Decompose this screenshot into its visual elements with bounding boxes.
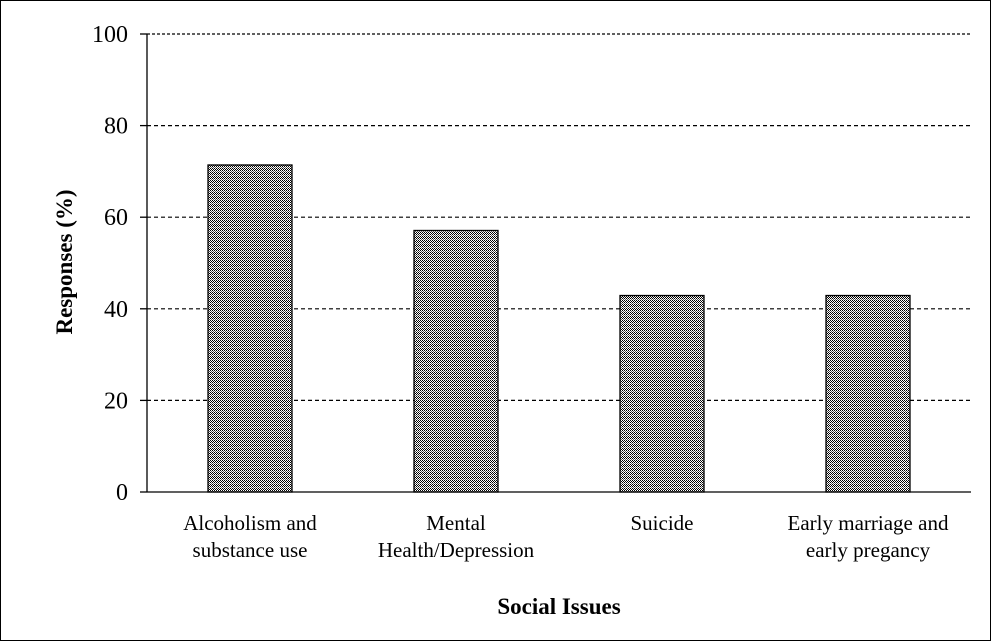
y-tick-labels: 0 20 40 60 80 100	[92, 22, 128, 506]
bar	[413, 229, 499, 493]
x-category-label: Alcoholism and	[183, 511, 317, 535]
bar	[619, 294, 705, 493]
y-tick-label: 60	[104, 205, 128, 231]
y-tick-label: 40	[104, 297, 128, 323]
x-axis-title: Social Issues	[497, 594, 620, 619]
x-category-label: substance use	[193, 538, 308, 562]
x-category-label: Mental	[426, 511, 486, 535]
y-axis-title: Responses (%)	[52, 189, 77, 334]
x-category-label: Health/Depression	[378, 538, 535, 562]
y-tick-label: 100	[92, 22, 128, 48]
x-category-label: early pregancy	[806, 538, 931, 562]
x-category-labels: Alcoholism and substance use Mental Health/…	[183, 511, 949, 562]
bar	[825, 294, 911, 493]
bar	[207, 164, 293, 493]
x-category-label: Early marriage and	[788, 511, 949, 535]
y-tick-label: 0	[116, 480, 128, 506]
bars	[207, 164, 911, 493]
y-tick-label: 20	[104, 388, 128, 414]
x-category-label: Suicide	[631, 511, 694, 535]
axes	[140, 33, 971, 493]
y-tick-label: 80	[104, 114, 128, 140]
